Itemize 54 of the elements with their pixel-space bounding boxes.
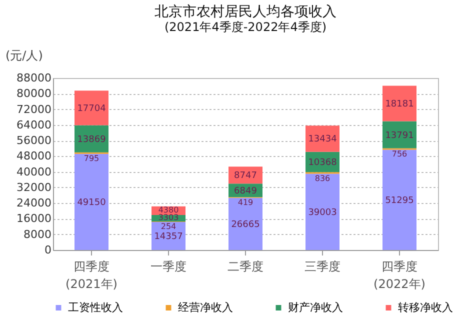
data-label: 13434 xyxy=(308,134,338,145)
y-tick-label: 16000 xyxy=(16,212,52,226)
text: (2022年) xyxy=(374,277,426,291)
chart-subtitle: (2021年4季度-2022年4季度) xyxy=(164,20,327,34)
x-tick-label: 四季度 xyxy=(382,260,418,274)
data-label: 419 xyxy=(238,198,254,207)
y-tick-label: 72000 xyxy=(16,102,52,116)
chart-title: 北京市农村居民人均各项收入 xyxy=(154,4,336,20)
data-label: 6849 xyxy=(234,186,258,196)
data-label: 13791 xyxy=(385,130,414,141)
legend-label: 工资性收入 xyxy=(68,300,123,314)
legend-label: 转移净收入 xyxy=(398,300,453,314)
bar xyxy=(74,90,108,126)
data-label: 51295 xyxy=(385,196,414,206)
data-label: 3303 xyxy=(158,213,179,222)
bar xyxy=(74,154,108,250)
data-label: 18181 xyxy=(385,100,414,110)
text: (2021年) xyxy=(66,277,118,291)
data-label: 39003 xyxy=(308,208,337,218)
x-tick-label: 三季度 xyxy=(304,260,340,274)
y-tick-label: 8000 xyxy=(24,228,52,241)
y-tick-label: 56000 xyxy=(16,134,52,148)
x-tick-label: 一季度 xyxy=(150,260,186,274)
data-label: 254 xyxy=(160,222,176,231)
data-label: 49150 xyxy=(77,198,106,208)
legend-label: 财产净收入 xyxy=(288,300,343,314)
y-tick-label: 32000 xyxy=(16,180,52,194)
y-tick-label: 24000 xyxy=(16,196,52,210)
bar xyxy=(382,86,416,122)
y-axis-title: (元/人) xyxy=(6,48,43,62)
y-tick-label: 40000 xyxy=(16,165,52,178)
data-label: 10368 xyxy=(308,158,338,168)
y-tick-label: 80000 xyxy=(16,87,52,100)
y-tick-label: 48000 xyxy=(16,150,52,163)
bar xyxy=(228,198,262,250)
data-label: 14357 xyxy=(154,232,183,242)
y-tick-label: 88000 xyxy=(16,72,52,84)
data-label: 756 xyxy=(392,150,408,159)
bar xyxy=(306,126,340,152)
data-label: 8747 xyxy=(234,171,257,182)
data-label: 4380 xyxy=(158,206,179,215)
y-tick-label: 0 xyxy=(44,244,52,256)
legend-label: 经营净收入 xyxy=(178,300,233,314)
data-label: 795 xyxy=(84,154,100,163)
bar xyxy=(306,174,340,250)
data-label: 836 xyxy=(314,174,330,183)
data-label: 13869 xyxy=(77,134,106,145)
y-tick-label: 64000 xyxy=(16,118,52,132)
x-tick-label: 二季度 xyxy=(228,260,264,274)
bar xyxy=(382,150,416,250)
data-label: 17704 xyxy=(77,104,106,114)
bar xyxy=(382,121,416,148)
x-tick-label: 四季度 xyxy=(74,260,110,274)
data-label: 26665 xyxy=(231,220,260,230)
